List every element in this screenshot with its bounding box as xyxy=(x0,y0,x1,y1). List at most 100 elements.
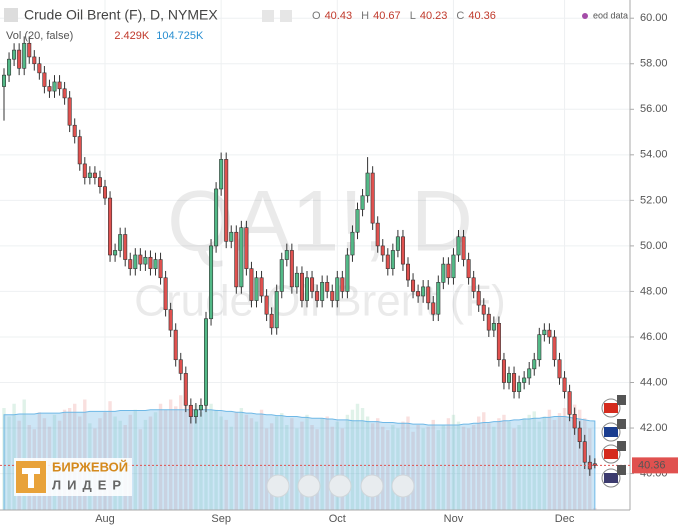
volume-bar xyxy=(547,409,552,510)
candle-body xyxy=(219,159,224,190)
volume-bar xyxy=(158,403,163,510)
volume-bar xyxy=(285,425,289,510)
volume-bar xyxy=(163,409,168,510)
volume-bar xyxy=(199,412,203,510)
volume-bar xyxy=(451,414,456,510)
volume-bar xyxy=(436,430,440,510)
candle-body xyxy=(224,159,229,242)
scroll-left-button[interactable] xyxy=(266,474,290,498)
event-count-bg xyxy=(617,419,626,429)
volume-bar xyxy=(477,416,481,510)
candle-body xyxy=(572,414,577,429)
volume-bar xyxy=(168,399,173,510)
volume-bar xyxy=(320,418,324,510)
candle-body xyxy=(188,404,193,417)
candle-body xyxy=(496,323,501,361)
candle-body xyxy=(567,391,572,415)
y-tick-label: 52.00 xyxy=(640,194,668,206)
volume-bar xyxy=(401,421,405,510)
volume-bar xyxy=(295,428,299,510)
volume-bar xyxy=(466,428,471,510)
x-tick-label: Nov xyxy=(444,513,464,525)
symbol-icon[interactable] xyxy=(4,8,18,22)
candle-body xyxy=(72,124,77,137)
volume-bar xyxy=(189,416,193,510)
volume-bar xyxy=(204,397,208,510)
c-label: C xyxy=(456,10,464,22)
candle-body xyxy=(1,74,7,87)
settings-icon[interactable] xyxy=(262,10,274,22)
candle-body xyxy=(390,250,395,269)
volume-bar xyxy=(184,401,188,510)
volume-bar xyxy=(305,414,309,510)
event-count-bg xyxy=(617,465,626,475)
volume-bar xyxy=(22,399,26,510)
candle-body xyxy=(582,441,587,463)
x-tick-label: Oct xyxy=(329,513,346,525)
volume-value: 2.429K xyxy=(114,30,150,42)
volume-bar xyxy=(456,421,461,510)
zoom-in-button[interactable] xyxy=(360,474,384,498)
hide-icon[interactable] xyxy=(280,10,292,22)
candle-body xyxy=(456,236,461,256)
candle-body xyxy=(37,63,42,74)
volume-bar xyxy=(360,408,365,510)
volume-bar xyxy=(7,416,11,510)
candle-body xyxy=(441,263,446,283)
navigation xyxy=(266,474,415,498)
volume-bar xyxy=(249,418,254,510)
candle-body xyxy=(557,359,562,379)
volume-bar xyxy=(492,426,496,510)
candle-body xyxy=(158,259,163,279)
volume-bar xyxy=(234,412,238,510)
candle-body xyxy=(284,250,289,260)
candle-body xyxy=(340,277,345,292)
zoom-out-button[interactable] xyxy=(297,474,321,498)
volume-bar xyxy=(365,416,370,510)
candle-body xyxy=(209,245,214,320)
scroll-right-button[interactable] xyxy=(391,474,415,498)
candle-body xyxy=(552,336,557,361)
candle-body xyxy=(436,282,441,315)
candle-body xyxy=(471,277,476,292)
volume-bar xyxy=(557,413,562,510)
candle-body xyxy=(335,277,340,301)
candle-body xyxy=(431,302,436,315)
candle-body xyxy=(7,58,12,76)
volume-bar xyxy=(502,414,506,510)
volume-bar xyxy=(310,425,314,510)
candle-body xyxy=(592,463,597,466)
volume-bar xyxy=(411,431,415,510)
ohlc-legend: O 40.43 H 40.67 L 40.23 C 40.36 xyxy=(312,10,496,22)
candle-body xyxy=(289,250,294,288)
y-tick-label: 48.00 xyxy=(640,285,668,297)
volume-bar xyxy=(416,425,420,510)
x-tick-label: Aug xyxy=(95,513,115,525)
candle-body xyxy=(274,291,279,329)
event-count: 2 xyxy=(618,394,624,406)
candle-body xyxy=(512,373,517,392)
volume-bar xyxy=(370,423,375,510)
logo-glyph xyxy=(22,468,40,488)
candle-body xyxy=(446,263,451,279)
candle-body xyxy=(501,359,506,383)
candle-body xyxy=(476,291,481,306)
volume-bar xyxy=(512,428,516,510)
reset-button[interactable] xyxy=(328,474,352,498)
volume-bar xyxy=(345,414,350,510)
candle-body xyxy=(47,86,52,92)
candle-body xyxy=(198,404,203,411)
volume-bar xyxy=(280,413,284,510)
candle-body xyxy=(517,382,522,392)
volume-bar xyxy=(73,403,77,510)
event-count-bg xyxy=(617,441,626,451)
source-label: eod data xyxy=(593,10,628,20)
volume-legend: Vol (20, false) 2.429K 104.725K xyxy=(6,30,204,42)
volume-ma-value: 104.725K xyxy=(156,30,204,42)
candle-body xyxy=(310,277,315,292)
event-count-bg xyxy=(617,395,626,405)
y-tick-label: 44.00 xyxy=(640,376,668,388)
volume-bar xyxy=(552,419,557,510)
volume-bar xyxy=(325,416,329,510)
volume-bar xyxy=(471,425,476,510)
